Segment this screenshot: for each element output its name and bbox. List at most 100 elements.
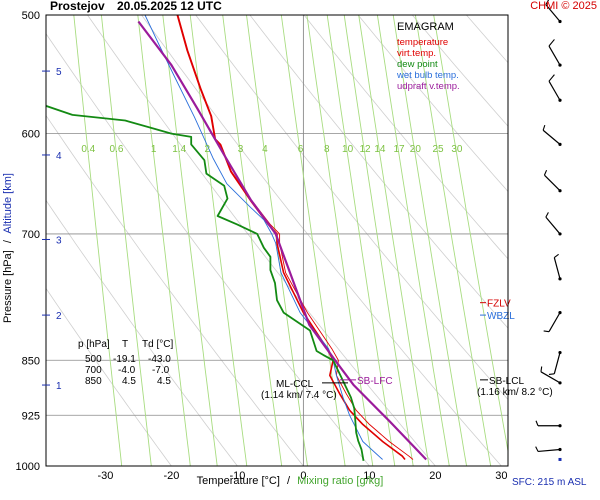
legend-item-dew-point: dew point xyxy=(397,59,438,70)
table-cell: -7.0 xyxy=(152,365,170,376)
mixing-ratio-tick: 14 xyxy=(374,144,386,155)
y-axis-label-pressure: Pressure [hPa] xyxy=(2,250,14,323)
sb-lcl-sublabel: (1.16 km/ 8.2 °C) xyxy=(477,387,553,398)
wind-barbs xyxy=(535,0,562,461)
table-cell: 4.5 xyxy=(157,376,171,387)
mixing-ratio-line xyxy=(358,15,430,466)
wind-barb-dot xyxy=(558,189,562,193)
mixing-ratio-tick: 30 xyxy=(451,144,463,155)
wind-barb xyxy=(548,39,562,67)
wind-barb-dot xyxy=(558,98,562,102)
sb-lfc-label: SB-LFC xyxy=(357,376,393,387)
wbzl-label: WBZL xyxy=(487,311,515,322)
wind-barb xyxy=(540,366,562,385)
altitude-tick-label: 1 xyxy=(56,381,62,392)
wind-barb-dot xyxy=(558,232,562,236)
mixing-ratio-tick: 1.4 xyxy=(172,144,186,155)
wind-barb-feather xyxy=(548,74,555,82)
mixing-ratio-tick: 0.6 xyxy=(110,144,124,155)
wind-barb-feather xyxy=(548,373,555,375)
wind-barb-shaft xyxy=(553,352,561,374)
wind-barb-feather xyxy=(548,39,555,47)
wind-barb-dot xyxy=(558,424,562,428)
mixing-ratio-tick: 25 xyxy=(432,144,444,155)
altitude-tick-label: 5 xyxy=(56,67,62,78)
mixing-ratio-line xyxy=(162,15,218,466)
dry-adiabat xyxy=(87,15,436,466)
wind-barb-shaft xyxy=(548,45,561,66)
mixing-ratio-tick: 3 xyxy=(238,144,244,155)
series-line-udpraft-v-temp- xyxy=(137,20,427,461)
dry-adiabat xyxy=(46,33,370,466)
wind-barb xyxy=(553,253,562,281)
y-axis-title: Pressure [hPa] / Altitude [km] xyxy=(2,173,14,323)
wind-barb xyxy=(542,124,562,146)
mixing-ratio-tick: 17 xyxy=(394,144,406,155)
wind-barb-shaft xyxy=(540,371,561,384)
legend-item-temperature: temperature xyxy=(397,37,448,48)
x-axis-label-temperature: Temperature [°C] xyxy=(197,475,280,487)
dry-adiabat xyxy=(411,15,508,127)
mixing-ratio-line xyxy=(306,15,374,466)
table-header-td: Td [°C] xyxy=(142,339,173,350)
mixing-ratio-line xyxy=(222,15,283,466)
wind-barb xyxy=(543,311,562,333)
mixing-ratio-line xyxy=(100,15,152,466)
table-cell: 850 xyxy=(85,376,102,387)
sfc-note: SFC: 215 m ASL xyxy=(512,477,587,488)
mixing-ratio-line xyxy=(414,15,492,466)
wind-barb-dot xyxy=(558,19,562,24)
wind-barb xyxy=(548,74,562,102)
table-header-t: T xyxy=(122,339,128,350)
mixing-ratio-tick: 6 xyxy=(298,144,304,155)
mixing-ratio-tick: 12 xyxy=(359,144,371,155)
sounding-table: p [hPa] T Td [°C] 500 -19.1 -43.0 700 -4… xyxy=(78,339,173,387)
altitude-tick-label: 4 xyxy=(56,151,62,162)
ml-ccl-label: ML-CCL xyxy=(276,379,314,390)
wind-barb-shaft xyxy=(548,312,561,332)
y-axis-label-sep: / xyxy=(2,239,14,243)
mixing-ratio-tick-labels: 0.4 0.6 1 1.4 2 3 4 6 8 10 12 14 17 20 25 30 xyxy=(81,144,463,155)
dry-adiabat xyxy=(249,15,508,329)
y-axis-label-altitude: Altitude [km] xyxy=(2,173,14,234)
legend-item-virt-temp: virt.temp. xyxy=(397,48,436,59)
dry-adiabat xyxy=(141,15,502,466)
table-header-p: p [hPa] xyxy=(78,339,110,350)
mixing-ratio-tick: 2 xyxy=(205,144,211,155)
wind-barb-shaft xyxy=(545,216,561,235)
series-line-temperature xyxy=(176,15,406,460)
mixing-ratio-tick: 0.4 xyxy=(81,144,95,155)
wind-barb-feather xyxy=(535,446,539,452)
temperature-tick-label: 30 xyxy=(495,470,507,482)
wind-barb xyxy=(535,446,562,453)
dry-adiabat xyxy=(46,287,172,466)
table-cell: 500 xyxy=(85,354,102,365)
wind-barb-feather xyxy=(553,253,559,259)
wind-barb-feather xyxy=(545,0,550,5)
mixing-ratio-tick: 8 xyxy=(324,144,330,155)
svg-text:Pressure [hPa] / A: Pressure [hPa] / Altitude [km] xyxy=(2,173,14,323)
mixing-ratio-line xyxy=(137,15,191,466)
copyright: CHMI © 2025 xyxy=(530,0,597,12)
wind-barb-dot xyxy=(558,447,562,452)
altitude-tick-label: 2 xyxy=(56,311,62,322)
profile-series xyxy=(46,15,427,461)
plot-frame xyxy=(45,14,509,467)
pressure-tick-label: 600 xyxy=(22,129,40,141)
wind-barb-feather xyxy=(535,420,539,426)
wind-barb-shaft xyxy=(548,80,561,101)
wind-barb-shaft xyxy=(545,4,561,22)
altitude-tick-label: 3 xyxy=(56,235,62,246)
table-cell: 4.5 xyxy=(122,376,136,387)
table-cell: 700 xyxy=(85,365,102,376)
temperature-tick-label: -20 xyxy=(163,470,179,482)
series-line-virt-temp- xyxy=(177,15,414,460)
temperature-tick-label: 20 xyxy=(429,470,441,482)
wind-barb-shaft xyxy=(544,174,561,192)
datetime-title: 20.05.2025 12 UTC xyxy=(117,0,222,13)
mixing-ratio-line xyxy=(326,15,396,466)
wind-barb-shaft xyxy=(542,129,561,145)
wind-barb xyxy=(535,420,562,428)
wind-barb-feather xyxy=(545,212,549,218)
